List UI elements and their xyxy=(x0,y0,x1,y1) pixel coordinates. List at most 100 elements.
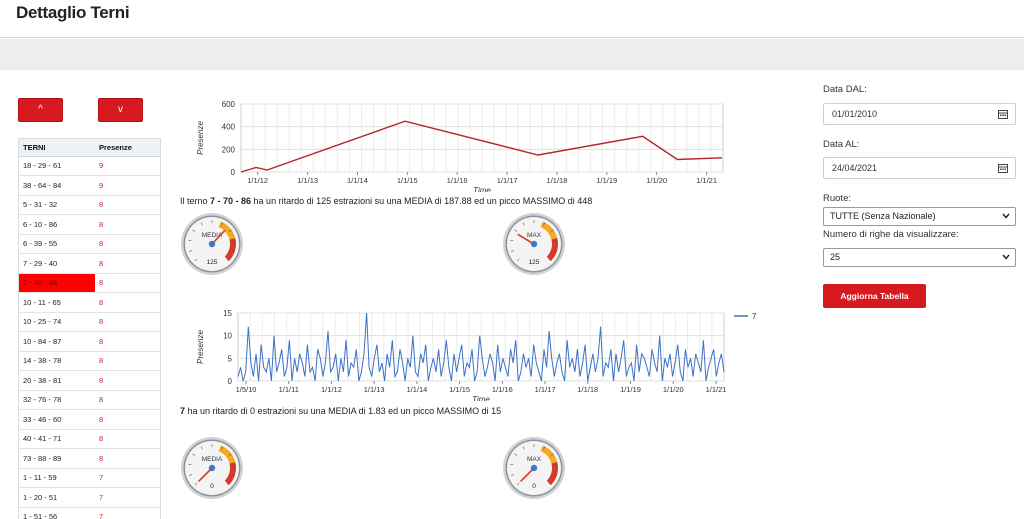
terno-cell[interactable]: 40 - 41 - 71 xyxy=(19,429,95,449)
terno-cell[interactable]: 14 - 38 - 78 xyxy=(19,351,95,371)
presenze-cell: 8 xyxy=(95,312,160,332)
terno-cell[interactable]: 6 - 10 - 86 xyxy=(19,214,95,235)
data-al-input[interactable]: 24/04/2021 xyxy=(823,157,1016,179)
presenze-cell: 9 xyxy=(95,175,160,196)
gauge-tick xyxy=(516,482,520,486)
x-tick-label: 1/1/18 xyxy=(577,385,598,394)
terno-cell[interactable]: 10 - 25 - 74 xyxy=(19,312,95,332)
media-gauge: MEDIA 125 xyxy=(181,213,243,275)
table-row[interactable]: 18 - 29 - 61 9 xyxy=(19,156,160,176)
gauge-tick xyxy=(226,482,230,486)
x-tick-label: 1/1/14 xyxy=(347,176,368,185)
x-tick-label: 1/1/14 xyxy=(406,385,427,394)
table-row[interactable]: 14 - 38 - 78 8 xyxy=(19,351,160,371)
terno-cell[interactable]: 1 - 51 - 56 xyxy=(19,507,95,519)
gauge-tick xyxy=(221,222,224,226)
ruote-select[interactable]: TUTTE (Senza Nazionale) xyxy=(823,207,1016,226)
calendar-icon[interactable] xyxy=(998,109,1008,119)
gauge-band xyxy=(224,238,236,261)
ritardo-line xyxy=(240,120,723,173)
table-row[interactable]: 33 - 46 - 60 8 xyxy=(19,409,160,430)
presenze-cell: 8 xyxy=(95,195,160,215)
terno-cell[interactable]: 18 - 29 - 61 xyxy=(19,156,95,176)
x-tick-label: 1/1/13 xyxy=(297,176,318,185)
gauge-tick xyxy=(200,446,203,450)
previous-terno-button[interactable]: ^ xyxy=(18,98,63,122)
number-stat-text: 7 ha un ritardo di 0 estrazioni su una M… xyxy=(180,406,502,416)
table-row[interactable]: 1 - 11 - 59 7 xyxy=(19,468,160,488)
header-band xyxy=(0,39,1024,70)
table-row[interactable]: 10 - 25 - 74 8 xyxy=(19,312,160,332)
gauge-band xyxy=(218,445,236,464)
gauge-tick xyxy=(200,222,203,226)
terno-cell[interactable]: 6 - 39 - 55 xyxy=(19,234,95,254)
gauge-tick xyxy=(548,482,552,486)
terno-cell[interactable]: 5 - 31 - 32 xyxy=(19,195,95,215)
terno-cell[interactable]: 32 - 76 - 78 xyxy=(19,390,95,410)
presenze-line xyxy=(237,312,725,382)
table-row[interactable]: 73 - 88 - 89 8 xyxy=(19,448,160,469)
terno-cell[interactable]: 20 - 38 - 81 xyxy=(19,370,95,391)
aggiorna-tabella-button[interactable]: Aggiorna Tabella xyxy=(823,284,926,308)
calendar-icon[interactable] xyxy=(998,163,1008,173)
gauge-tick xyxy=(231,250,235,252)
data-al-label: Data AL: xyxy=(823,139,860,150)
terno-cell[interactable]: 10 - 84 - 87 xyxy=(19,331,95,352)
table-row[interactable]: 1 - 20 - 51 7 xyxy=(19,487,160,508)
presenze-cell: 8 xyxy=(95,409,160,430)
table-row[interactable]: 7 - 70 - 86 8 xyxy=(19,273,160,293)
table-row[interactable]: 5 - 31 - 32 8 xyxy=(19,195,160,215)
page-header: Dettaglio Terni xyxy=(0,0,1024,38)
table-row[interactable]: 1 - 51 - 56 7 xyxy=(19,507,160,519)
terno-cell[interactable]: 7 - 29 - 40 xyxy=(19,253,95,274)
x-tick-label: 1/1/20 xyxy=(663,385,684,394)
table-row[interactable]: 20 - 38 - 81 8 xyxy=(19,370,160,391)
table-row[interactable]: 6 - 39 - 55 8 xyxy=(19,234,160,254)
terno-cell[interactable]: 38 - 64 - 84 xyxy=(19,175,95,196)
table-row[interactable]: 32 - 76 - 78 8 xyxy=(19,390,160,410)
righe-label: Numero di righe da visualizzare: xyxy=(823,229,959,240)
gauge-tick xyxy=(226,258,230,262)
presenze-cell: 8 xyxy=(95,351,160,371)
max-gauge: MAX 125 xyxy=(503,213,565,275)
righe-select[interactable]: 25 xyxy=(823,248,1016,267)
column-header-terni[interactable]: TERNI xyxy=(19,139,95,157)
terno-cell[interactable]: 1 - 20 - 51 xyxy=(19,487,95,508)
x-tick-label: 1/1/15 xyxy=(397,176,418,185)
terno-cell[interactable]: 1 - 11 - 59 xyxy=(19,468,95,488)
gauge-value: 0 xyxy=(210,483,214,490)
gauge-tick xyxy=(550,453,554,456)
terno-cell[interactable]: 7 - 70 - 86 xyxy=(19,273,95,293)
data-dal-value: 01/01/2010 xyxy=(832,109,878,119)
next-terno-button[interactable]: v xyxy=(98,98,143,122)
presenze-cell: 8 xyxy=(95,390,160,410)
table-row[interactable]: 38 - 64 - 84 9 xyxy=(19,175,160,196)
terno-cell[interactable]: 10 - 11 - 65 xyxy=(19,292,95,313)
y-axis-label: Presenze xyxy=(196,121,205,155)
table-row[interactable]: 10 - 11 - 65 8 xyxy=(19,292,160,313)
righe-selected-value: 25 xyxy=(830,252,841,262)
gauge-tick xyxy=(553,250,557,252)
terno-cell[interactable]: 33 - 46 - 60 xyxy=(19,409,95,430)
x-tick-label: 1/1/12 xyxy=(321,385,342,394)
presenze-cell: 8 xyxy=(95,370,160,391)
data-dal-input[interactable]: 01/01/2010 xyxy=(823,103,1016,125)
terno-cell[interactable]: 73 - 88 - 89 xyxy=(19,448,95,469)
y-tick-label: 5 xyxy=(228,354,233,363)
gauge-tick xyxy=(514,229,518,232)
column-header-presenze[interactable]: Presenze xyxy=(95,139,160,157)
terni-table: TERNI Presenze 18 - 29 - 61 9 38 - 64 - 84… xyxy=(18,138,161,519)
table-row[interactable]: 6 - 10 - 86 8 xyxy=(19,214,160,235)
table-body: 18 - 29 - 61 9 38 - 64 - 84 9 5 - 31 - 32 8 6 … xyxy=(19,156,160,519)
presenze-cell: 8 xyxy=(95,214,160,235)
presenze-cell: 8 xyxy=(95,253,160,274)
table-row[interactable]: 10 - 84 - 87 8 xyxy=(19,331,160,352)
table-row[interactable]: 40 - 41 - 71 8 xyxy=(19,429,160,449)
table-row[interactable]: 7 - 29 - 40 8 xyxy=(19,253,160,274)
gauge-tick xyxy=(522,222,525,226)
x-tick-label: 1/1/21 xyxy=(696,176,717,185)
gauge-hub xyxy=(208,240,216,248)
gauge-tick xyxy=(511,250,515,252)
gauge-band xyxy=(218,221,236,240)
